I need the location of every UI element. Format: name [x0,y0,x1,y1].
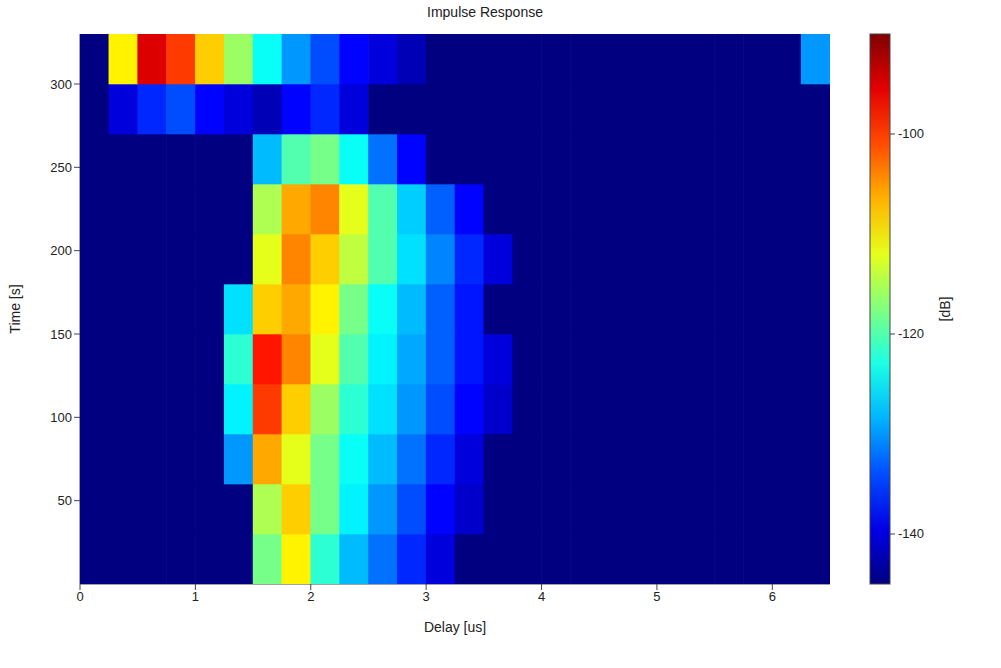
svg-text:3: 3 [423,589,430,604]
svg-text:Time [s]: Time [s] [7,284,23,333]
svg-text:5: 5 [653,589,660,604]
svg-text:2: 2 [307,589,314,604]
svg-text:-100: -100 [898,126,924,141]
svg-text:4: 4 [538,589,545,604]
svg-text:-120: -120 [898,326,924,341]
svg-text:[dB]: [dB] [937,297,953,322]
svg-text:150: 150 [50,327,72,342]
svg-text:1: 1 [192,589,199,604]
svg-text:50: 50 [58,493,72,508]
html-text:Impulse Response: Impulse Response [427,4,543,20]
svg-text:100: 100 [50,410,72,425]
svg-text:250: 250 [50,160,72,175]
svg-text:Delay [us]: Delay [us] [424,619,486,635]
svg-text:300: 300 [50,77,72,92]
svg-text:0: 0 [76,589,83,604]
svg-text:200: 200 [50,243,72,258]
svg-text:-140: -140 [898,526,924,541]
svg-text:6: 6 [769,589,776,604]
